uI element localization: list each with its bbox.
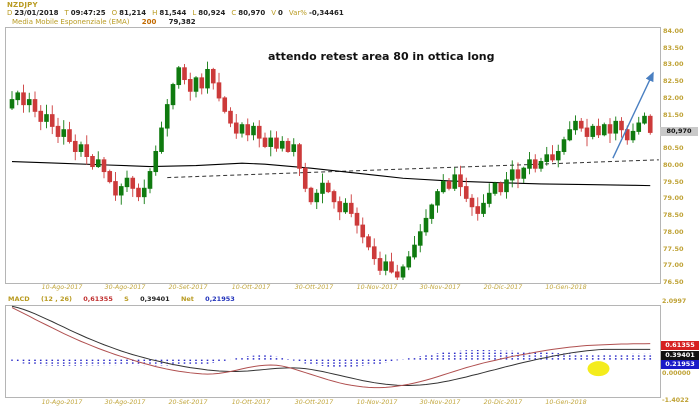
quote-line: D 23/01/2018 T 09:47:25 O 81,214 H 81,544 L 80,92… xyxy=(7,9,350,17)
chart-header: NZDJPY xyxy=(7,1,38,9)
date-label: 10-Ott-2017 xyxy=(231,284,271,291)
quote-field-value: 81,544 xyxy=(159,9,187,17)
date-label: 20-Dic-2017 xyxy=(483,399,523,406)
price-tick-label: 77.00 xyxy=(663,261,684,270)
macd-params: (12 , 26) xyxy=(40,295,72,303)
crossover-highlight-circle xyxy=(587,361,610,377)
date-label: 10-Ott-2017 xyxy=(231,399,271,406)
macd-scale-bottom-label: -1.4022 xyxy=(662,397,689,404)
date-label: 10-Ago-2017 xyxy=(41,284,83,291)
macd-chart-canvas[interactable] xyxy=(5,305,659,396)
macd-histogram xyxy=(11,349,652,368)
price-tick-label: 82.00 xyxy=(663,93,684,102)
quote-field-label: Var% xyxy=(288,9,307,17)
date-label: 30-Ott-2017 xyxy=(294,399,334,406)
price-tick-label: 83.50 xyxy=(663,43,684,52)
quote-field-value: -0,34461 xyxy=(308,9,344,17)
date-label: 10-Nov-2017 xyxy=(356,399,398,406)
date-label: 30-Ago-2017 xyxy=(104,399,146,406)
price-tick-label: 79.00 xyxy=(663,194,684,203)
price-tick-label: 77.50 xyxy=(663,244,684,253)
date-label: 20-Set-2017 xyxy=(168,284,208,291)
date-label: 20-Dic-2017 xyxy=(483,284,523,291)
quote-field-value: 81,214 xyxy=(119,9,147,17)
ema-name: Media Mobile Esponenziale (EMA) xyxy=(12,18,130,26)
macd-value-box: 0.61355 xyxy=(661,341,699,350)
ema-value: 79,382 xyxy=(168,18,196,26)
macd-panel-frame xyxy=(5,305,661,398)
candlestick-series xyxy=(9,61,653,280)
trend-arrow xyxy=(612,71,654,159)
symbol-label: NZDJPY xyxy=(7,1,38,9)
ema-indicator-line: Media Mobile Esponenziale (EMA) 200 79,3… xyxy=(12,18,196,26)
quote-field-value: 23/01/2018 xyxy=(14,9,59,17)
ema-200-line xyxy=(11,160,651,187)
price-tick-label: 76.50 xyxy=(663,277,684,286)
date-label: 30-Nov-2017 xyxy=(419,399,461,406)
quote-field-value: 80,924 xyxy=(198,9,226,17)
chart-annotation-text: attendo retest area 80 in ottica long xyxy=(268,50,495,63)
date-label: 10-Gen-2018 xyxy=(545,284,587,291)
macd-line xyxy=(11,307,651,389)
macd-value: 0,61355 xyxy=(83,295,113,303)
macd-scale-top-label: 2.0997 xyxy=(662,298,687,305)
quote-field-value: 0 xyxy=(278,9,283,17)
quote-field-label: V xyxy=(271,9,277,17)
macd-net-label: Net xyxy=(180,295,194,303)
macd-name: MACD xyxy=(8,295,30,303)
price-tick-label: 80.50 xyxy=(663,144,684,153)
signal-line xyxy=(11,305,651,387)
quote-field-label: T xyxy=(64,9,69,17)
quote-field-label: C xyxy=(231,9,237,17)
quote-field-label: L xyxy=(192,9,197,17)
macd-signal-value: 0,39401 xyxy=(140,295,170,303)
date-label: 10-Ago-2017 xyxy=(41,399,83,406)
price-tick-label: 82.50 xyxy=(663,77,684,86)
price-tick-label: 84.00 xyxy=(663,27,684,35)
macd-signal-label: S xyxy=(124,295,129,303)
price-tick-label: 80.00 xyxy=(663,160,684,169)
quote-field-label: D xyxy=(7,9,13,17)
date-axis-macd: 10-Ago-2017 30-Ago-2017 20-Set-2017 10-Ott-… xyxy=(0,399,700,410)
trendline-dashed xyxy=(167,159,659,179)
date-label: 20-Set-2017 xyxy=(168,399,208,406)
last-price-box: 80,970 xyxy=(660,127,698,137)
date-label: 30-Ott-2017 xyxy=(294,284,334,291)
price-tick-label: 81.50 xyxy=(663,110,684,119)
date-label: 30-Ago-2017 xyxy=(104,284,146,291)
quote-field-label: O xyxy=(111,9,118,17)
quote-field-value: 09:47:25 xyxy=(70,9,106,17)
date-label: 30-Nov-2017 xyxy=(419,284,461,291)
date-axis-main: 10-Ago-2017 30-Ago-2017 20-Set-2017 10-Ott-… xyxy=(0,284,700,295)
macd-net-value: 0,21953 xyxy=(205,295,235,303)
price-tick-label: 83.00 xyxy=(663,60,684,69)
macd-zero-label: 0.00000 xyxy=(662,370,691,377)
quote-field-value: 80,970 xyxy=(238,9,266,17)
price-tick-label: 78.50 xyxy=(663,211,684,220)
date-label: 10-Nov-2017 xyxy=(356,284,398,291)
macd-value-box: 0.39401 xyxy=(661,350,699,360)
price-chart-canvas[interactable] xyxy=(5,27,659,282)
macd-value-box: 0.21953 xyxy=(661,360,699,369)
macd-header: MACD (12 , 26) 0,61355 S 0,39401 Net 0,2… xyxy=(8,295,244,303)
price-tick-label: 79.50 xyxy=(663,177,684,186)
date-label: 10-Gen-2018 xyxy=(545,399,587,406)
quote-field-label: H xyxy=(152,9,158,17)
price-tick-label: 78.00 xyxy=(663,227,684,236)
ema-period: 200 xyxy=(141,18,157,26)
